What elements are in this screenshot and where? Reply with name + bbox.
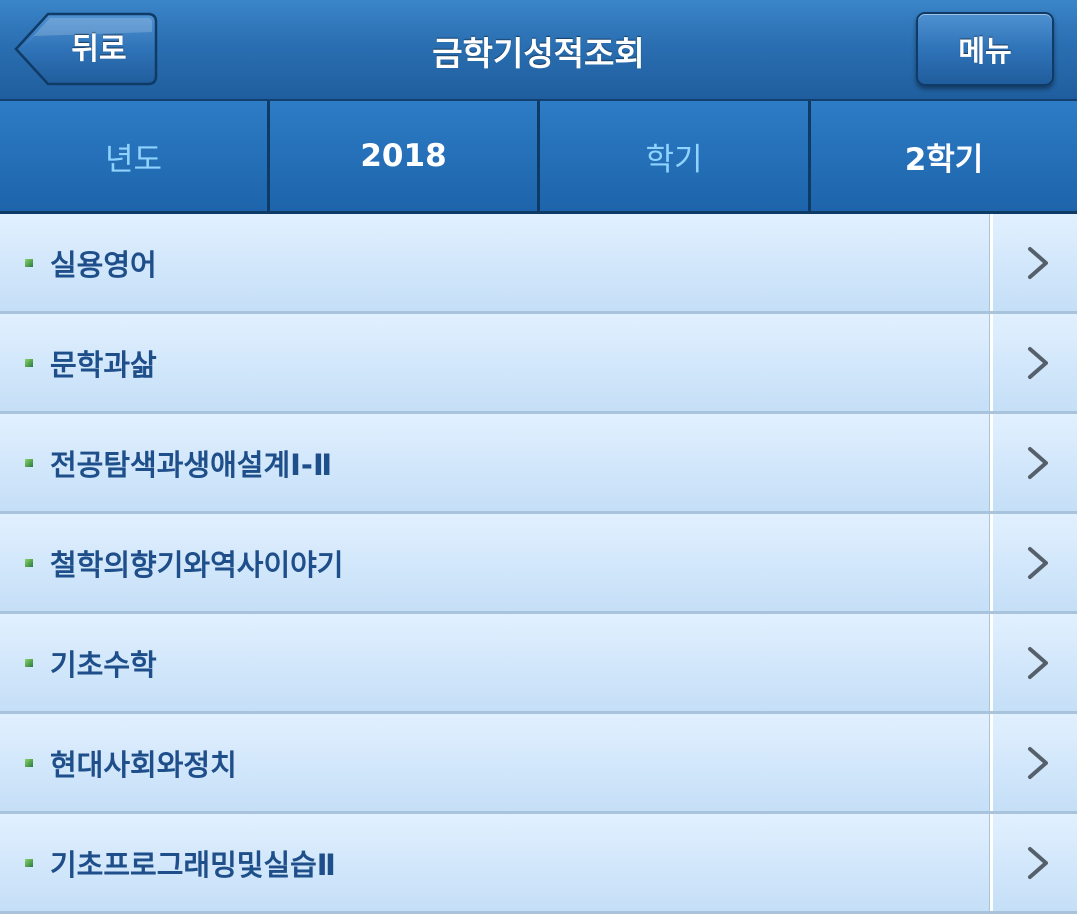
square-bullet-icon <box>25 759 33 767</box>
course-row[interactable]: 기초프로그래밍및실습Ⅱ <box>0 814 1077 914</box>
back-arrow-shape-icon <box>14 12 158 86</box>
course-row[interactable]: 문학과삶 <box>0 314 1077 414</box>
back-button[interactable]: 뒤로 <box>14 12 158 86</box>
course-name: 전공탐색과생애설계Ⅰ-Ⅱ <box>50 447 333 482</box>
chevron-right-icon[interactable] <box>1026 246 1050 280</box>
row-divider <box>990 814 993 911</box>
page-title: 금학기성적조회 <box>432 33 645 73</box>
year-label: 년도 <box>0 101 270 211</box>
course-row[interactable]: 기초수학 <box>0 614 1077 714</box>
chevron-right-icon[interactable] <box>1026 746 1050 780</box>
course-row[interactable]: 현대사회와정치 <box>0 714 1077 814</box>
course-row[interactable]: 실용영어 <box>0 214 1077 314</box>
chevron-right-icon[interactable] <box>1026 846 1050 880</box>
menu-button[interactable]: 메뉴 <box>916 12 1054 86</box>
row-divider <box>990 714 993 811</box>
semester-label: 학기 <box>540 101 811 211</box>
course-name: 철학의향기와역사이야기 <box>50 547 344 582</box>
course-row[interactable]: 전공탐색과생애설계Ⅰ-Ⅱ <box>0 414 1077 514</box>
course-name: 기초프로그래밍및실습Ⅱ <box>50 847 336 882</box>
term-filter-bar: 년도 2018 학기 2학기 <box>0 101 1077 214</box>
back-button-label: 뒤로 <box>71 32 127 67</box>
square-bullet-icon <box>25 659 33 667</box>
square-bullet-icon <box>25 559 33 567</box>
course-row[interactable]: 철학의향기와역사이야기 <box>0 514 1077 614</box>
square-bullet-icon <box>25 359 33 367</box>
course-list: 실용영어 문학과삶 전공탐색과생애설계Ⅰ-Ⅱ 철학의향기와역사이야기 기초수학 … <box>0 214 1077 914</box>
chevron-right-icon[interactable] <box>1026 446 1050 480</box>
chevron-right-icon[interactable] <box>1026 546 1050 580</box>
chevron-right-icon[interactable] <box>1026 346 1050 380</box>
row-divider <box>990 514 993 611</box>
course-name: 실용영어 <box>50 247 157 282</box>
course-name: 현대사회와정치 <box>50 747 237 782</box>
row-divider <box>990 614 993 711</box>
row-divider <box>990 414 993 511</box>
app-header: 뒤로 금학기성적조회 메뉴 <box>0 0 1077 101</box>
row-divider <box>990 314 993 411</box>
chevron-right-icon[interactable] <box>1026 646 1050 680</box>
course-name: 기초수학 <box>50 647 157 682</box>
square-bullet-icon <box>25 259 33 267</box>
semester-selector[interactable]: 2학기 <box>904 141 984 178</box>
year-selector[interactable]: 2018 <box>270 101 540 211</box>
square-bullet-icon <box>25 859 33 867</box>
square-bullet-icon <box>25 459 33 467</box>
course-name: 문학과삶 <box>50 347 157 382</box>
row-divider <box>990 214 993 311</box>
